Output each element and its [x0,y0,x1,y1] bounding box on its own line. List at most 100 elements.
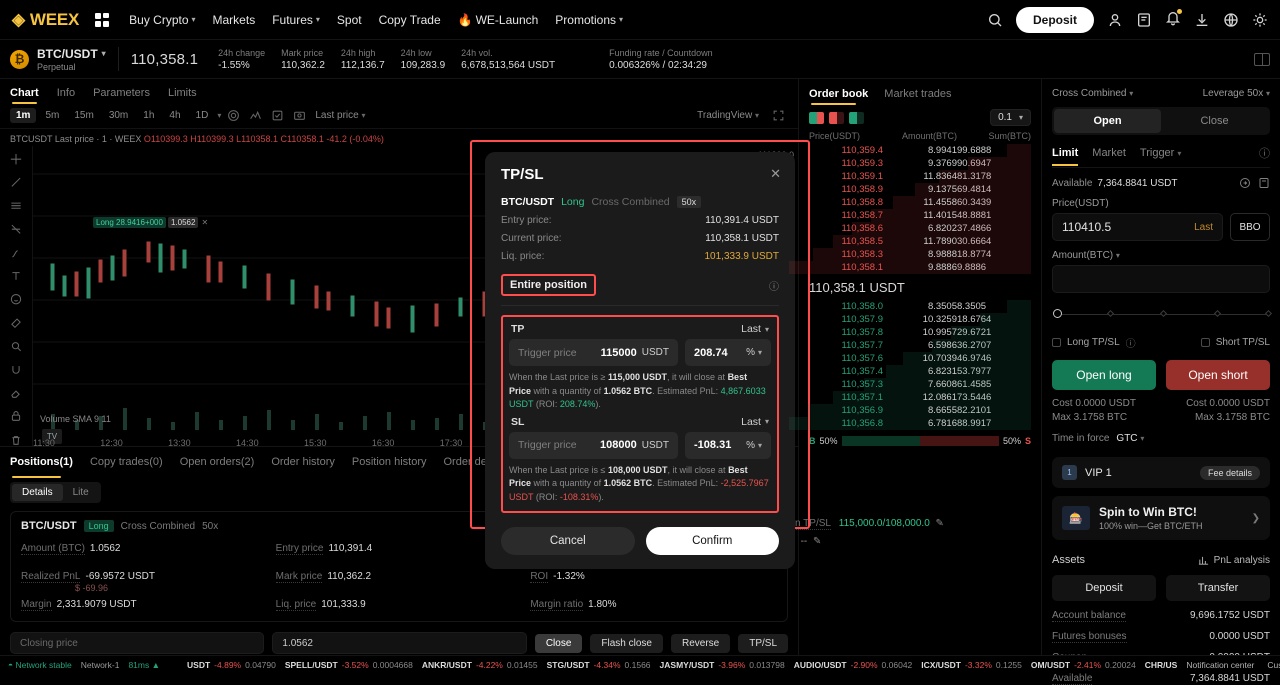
reverse-button[interactable]: Reverse [670,633,731,653]
timeframe-30m[interactable]: 30m [108,110,129,121]
orderbook-row-bid[interactable]: 110,357.7 6.5986 36.2707 [799,339,1041,352]
globe-language-icon[interactable] [1223,12,1239,28]
orderbook-row-bid[interactable]: 110,357.6 10.7039 46.9746 [799,352,1041,365]
trash-icon[interactable] [9,434,23,446]
orderbook-row-ask[interactable]: 110,358.5 11.7890 30.6664 [799,235,1041,248]
chevron-down-icon[interactable]: ▾ [1115,251,1120,260]
orderbook-row-bid[interactable]: 110,357.3 7.6608 61.4585 [799,378,1041,391]
status-ticker[interactable]: CHR/US [1144,659,1178,670]
order-type-market[interactable]: Market [1092,147,1126,159]
nav-item-copy-trade[interactable]: Copy Trade [378,12,441,27]
spin-promo-banner[interactable]: 🎰 Spin to Win BTC! 100% win—Get BTC/ETH … [1052,496,1270,540]
order-type-trigger[interactable]: Trigger ▾ [1139,147,1182,159]
chart-type-icon[interactable] [249,109,262,122]
orderbook-mode-asks-icon[interactable] [829,111,844,124]
calculator-icon[interactable] [1258,177,1270,189]
tp-percent-unit-select[interactable]: % ▾ [746,347,762,358]
magnet-icon[interactable] [9,364,23,376]
lock-icon[interactable] [9,410,23,422]
tab-positions[interactable]: Positions(1) [10,456,73,478]
chevron-down-icon[interactable]: ▾ [217,111,222,120]
nav-item-promotions[interactable]: Promotions ▾ [555,12,624,27]
trend-line-icon[interactable] [9,176,23,188]
open-short-button[interactable]: Open short [1166,360,1270,390]
orders-document-icon[interactable] [1136,12,1152,28]
orderbook-row-ask[interactable]: 110,359.4 8.9941 99.6888 [799,144,1041,157]
status-ticker[interactable]: USDT -4.89% 0.04790 [187,659,276,670]
view-details[interactable]: Details [12,484,63,501]
leverage-select[interactable]: Leverage 50x ▾ [1202,88,1270,99]
tab-open[interactable]: Open [1054,109,1161,133]
customer-support-link[interactable]: Customer Support [1267,659,1280,670]
orderbook-row-ask[interactable]: 110,358.7 11.4015 48.8881 [799,209,1041,222]
tpsl-button[interactable]: TP/SL [738,633,789,653]
short-tpsl-checkbox[interactable] [1200,338,1210,347]
cancel-button[interactable]: Cancel [501,527,635,555]
vip-banner[interactable]: 1 VIP 1 Fee details [1052,457,1270,488]
status-ticker[interactable]: ANKR/USDT -4.22% 0.01455 [421,659,538,670]
status-ticker[interactable]: STG/USDT -4.34% 0.1566 [546,659,651,670]
pair-selector[interactable]: BTC/USDT ▾ Perpetual [37,47,106,72]
tradingview-selector[interactable]: TradingView ▾ [697,110,759,121]
tp-percent-input[interactable]: 208.74 % ▾ [685,339,771,366]
price-type-selector[interactable]: Last price ▾ [315,110,366,121]
zoom-icon[interactable] [9,340,23,352]
notifications-bell[interactable] [1165,9,1182,29]
chart-position-marker[interactable]: Long 28.9416+000 1.0562 ✕ [93,216,208,229]
orderbook-row-bid[interactable]: 110,357.4 6.8231 53.7977 [799,365,1041,378]
tab-copy-trades[interactable]: Copy trades(0) [89,456,163,468]
tab-close[interactable]: Close [1200,115,1229,127]
fullscreen-icon[interactable] [772,109,785,122]
tp-price-type-select[interactable]: Last ▾ [741,323,769,335]
timeframe-1d[interactable]: 1D [195,110,209,121]
brush-icon[interactable] [9,247,23,259]
confirm-button[interactable]: Confirm [645,527,779,555]
orderbook-row-ask[interactable]: 110,358.6 6.8202 37.4866 [799,222,1041,235]
tab-chart[interactable]: Chart [10,87,39,104]
orderbook-row-ask[interactable]: 110,358.1 9.8886 9.8886 [789,261,1041,274]
timeframe-4h[interactable]: 4h [169,110,181,121]
order-type-limit[interactable]: Limit [1052,147,1079,166]
status-ticker[interactable]: OM/USDT -2.41% 0.20024 [1030,659,1136,670]
timeframe-15m[interactable]: 15m [74,110,94,121]
closing-price-input[interactable]: Closing price [10,632,265,654]
tab-order-history[interactable]: Order history [271,456,335,468]
layout-toggle-icon[interactable] [1254,52,1270,66]
tif-select[interactable]: GTC ▾ [1116,433,1145,444]
orderbook-grouping-select[interactable]: 0.1 ▾ [990,109,1031,126]
orderbook-row-bid[interactable]: 110,356.8 6.7816 88.9917 [789,417,1041,430]
slider-knob[interactable] [1053,309,1062,318]
timeframe-1m[interactable]: 1m [10,108,37,123]
tab-parameters[interactable]: Parameters [93,87,150,99]
nav-item-futures[interactable]: Futures ▾ [272,12,320,27]
snapshot-camera-icon[interactable] [293,109,306,122]
measure-ruler-icon[interactable] [9,317,23,329]
tab-info[interactable]: Info [56,87,76,99]
sl-trigger-price-input[interactable]: Trigger price 108000 USDT [509,431,678,459]
orderbook-row-ask[interactable]: 110,358.9 9.1375 69.4814 [799,183,1041,196]
long-tpsl-option[interactable]: Long TP/SL ⓘ [1052,335,1136,350]
nav-item-we-launch[interactable]: 🔥 WE-Launch [457,12,539,27]
orderbook-row-ask[interactable]: 110,359.3 9.3769 90.6947 [799,157,1041,170]
deposit-button[interactable]: Deposit [1015,6,1094,33]
theme-sun-icon[interactable] [1252,12,1268,28]
tab-order-book[interactable]: Order book [809,88,869,105]
tab-limits[interactable]: Limits [167,87,197,99]
orderbook-row-bid[interactable]: 110,356.9 8.6655 82.2101 [799,404,1041,417]
eraser-icon[interactable] [9,387,23,399]
close-icon[interactable]: ✕ [770,166,781,181]
info-icon[interactable]: ⓘ [1259,148,1270,160]
deposit-button-panel[interactable]: Deposit [1052,575,1156,601]
amount-input[interactable] [1052,265,1270,293]
orderbook-row-bid[interactable]: 110,357.9 10.3259 18.6764 [799,313,1041,326]
tab-open-orders[interactable]: Open orders(2) [179,456,255,468]
close-icon[interactable]: ✕ [201,218,209,227]
crosshair-icon[interactable] [9,153,23,165]
view-lite[interactable]: Lite [72,487,89,498]
long-tpsl-checkbox[interactable] [1052,338,1061,347]
close-button[interactable]: Close [534,633,583,653]
info-icon[interactable]: ⓘ [1125,339,1136,350]
nav-item-buy-crypto[interactable]: Buy Crypto ▾ [129,12,196,27]
status-ticker[interactable]: SPELL/USDT -3.52% 0.0004668 [284,659,413,670]
orderbook-mode-both-icon[interactable] [809,111,824,124]
